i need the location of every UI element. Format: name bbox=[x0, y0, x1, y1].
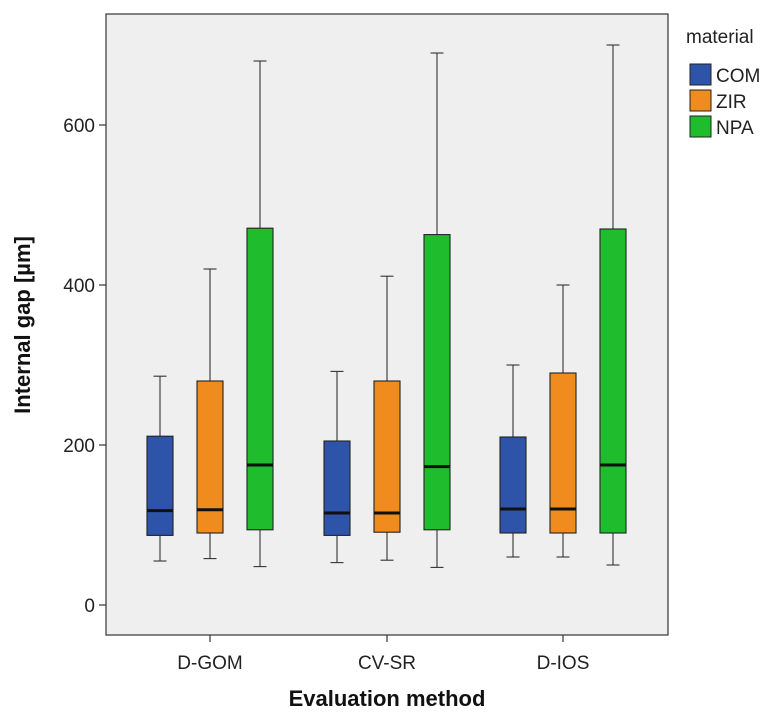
legend-title: material bbox=[686, 27, 754, 48]
y-tick-label: 400 bbox=[63, 276, 95, 297]
iqr-box bbox=[373, 380, 401, 533]
iqr-box bbox=[423, 234, 451, 531]
legend-swatch-com bbox=[689, 63, 712, 86]
legend: material COM ZIR NPA bbox=[686, 27, 760, 139]
x-axis: D-GOM CV-SR D-IOS bbox=[177, 635, 589, 674]
x-tick-label: CV-SR bbox=[358, 653, 416, 674]
x-axis-title: Evaluation method bbox=[289, 686, 486, 711]
box-com-cv-sr bbox=[323, 370, 351, 564]
y-axis: 0 200 400 600 bbox=[63, 116, 106, 617]
legend-swatch-npa bbox=[689, 115, 712, 138]
box-npa-d-ios bbox=[599, 44, 627, 566]
y-tick-label: 0 bbox=[84, 596, 95, 617]
y-tick-label: 200 bbox=[63, 436, 95, 457]
box-zir-d-gom bbox=[196, 268, 224, 560]
y-axis-title: Internal gap [µm] bbox=[10, 236, 35, 414]
box-zir-cv-sr bbox=[373, 275, 401, 561]
iqr-box bbox=[599, 228, 627, 534]
box-zir-d-ios bbox=[549, 284, 577, 558]
box-com-d-ios bbox=[499, 364, 527, 558]
box-npa-cv-sr bbox=[423, 52, 451, 568]
iqr-box bbox=[499, 436, 527, 534]
legend-swatch-zir bbox=[689, 89, 712, 112]
x-tick-label: D-IOS bbox=[537, 653, 590, 674]
box-npa-d-gom bbox=[246, 60, 274, 568]
x-tick-label: D-GOM bbox=[177, 653, 242, 674]
iqr-box bbox=[549, 372, 577, 534]
box-com-d-gom bbox=[146, 375, 174, 562]
legend-label-npa: NPA bbox=[716, 118, 754, 139]
legend-label-com: COM bbox=[716, 66, 760, 87]
iqr-box bbox=[323, 440, 351, 536]
legend-label-zir: ZIR bbox=[716, 92, 747, 113]
y-tick-label: 600 bbox=[63, 116, 95, 137]
iqr-box bbox=[146, 435, 174, 536]
iqr-box bbox=[246, 227, 274, 531]
boxplot-series bbox=[146, 44, 627, 568]
iqr-box bbox=[196, 380, 224, 534]
